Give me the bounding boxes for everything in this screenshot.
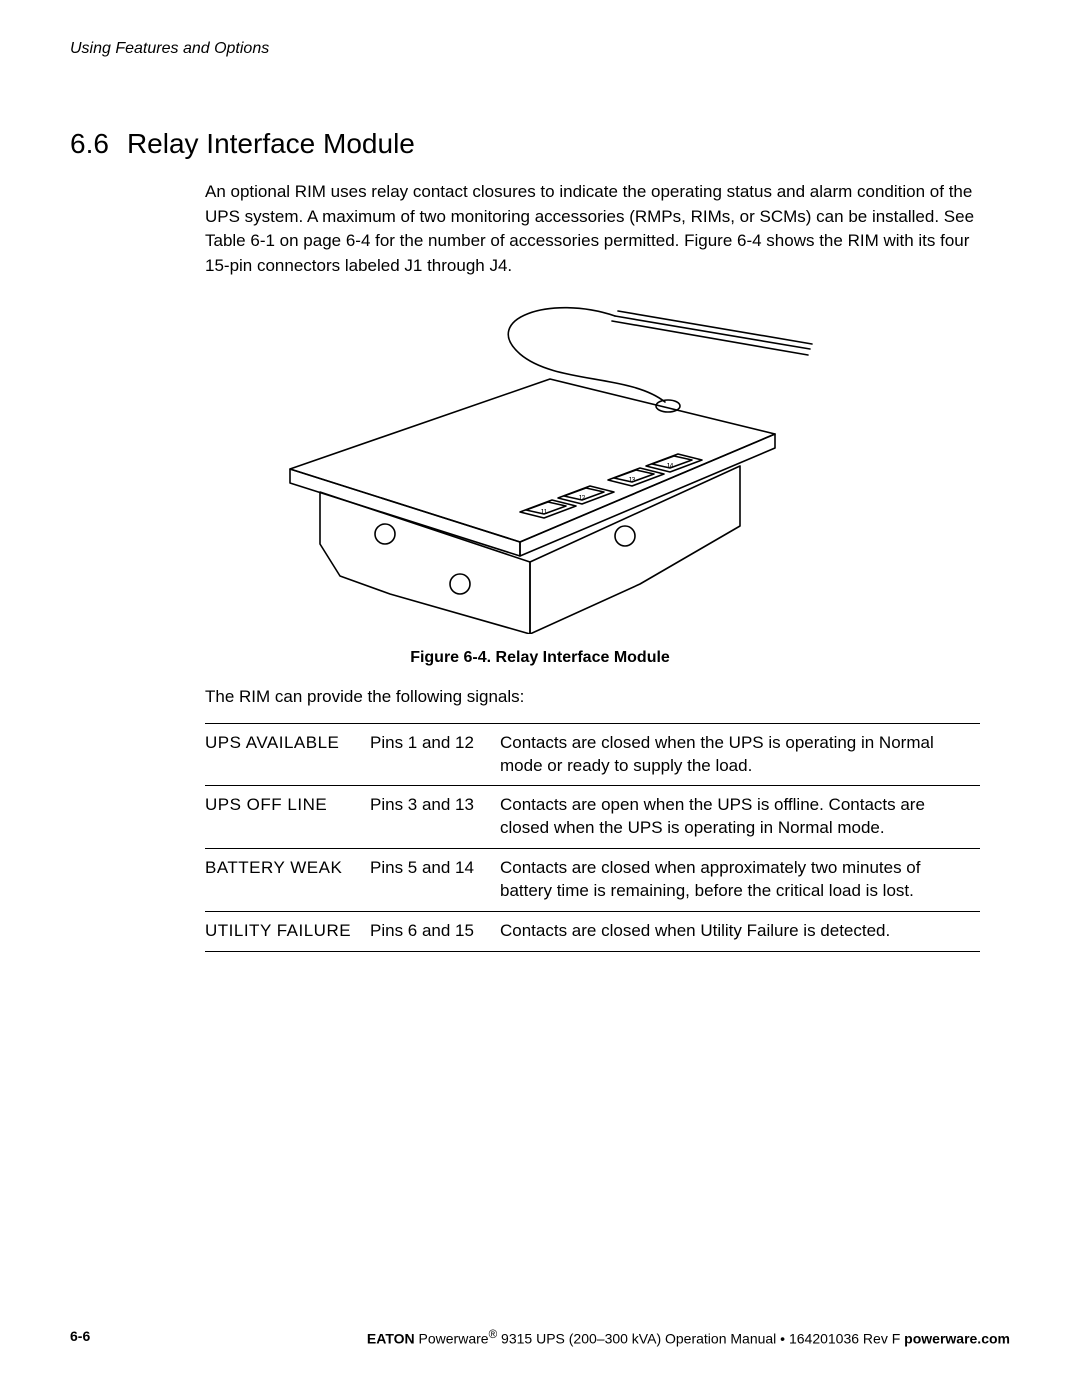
signal-pins: Pins 3 and 13 [370, 786, 500, 849]
connector-label-j3: J3 [628, 477, 636, 484]
footer-product: Powerware [415, 1331, 489, 1347]
page-footer: 6-6 EATON Powerware® 9315 UPS (200–300 k… [70, 1328, 1010, 1347]
footer-brand: EATON [367, 1331, 415, 1347]
section-paragraph: An optional RIM uses relay contact closu… [205, 180, 980, 279]
table-row: UPS AVAILABLE Pins 1 and 12 Contacts are… [205, 723, 980, 786]
section-heading: 6.6 Relay Interface Module [70, 128, 1010, 160]
signal-desc: Contacts are closed when approximately t… [500, 849, 980, 912]
signal-name: UPS OFF LINE [205, 786, 370, 849]
signal-pins: Pins 1 and 12 [370, 723, 500, 786]
signals-lead-in: The RIM can provide the following signal… [205, 687, 1010, 707]
signal-pins: Pins 5 and 14 [370, 849, 500, 912]
signal-name: UTILITY FAILURE [205, 912, 370, 952]
footer-site: powerware.com [904, 1331, 1010, 1347]
signal-desc: Contacts are closed when the UPS is oper… [500, 723, 980, 786]
table-row: UTILITY FAILURE Pins 6 and 15 Contacts a… [205, 912, 980, 952]
connector-label-j1: J1 [540, 509, 548, 516]
signals-table: UPS AVAILABLE Pins 1 and 12 Contacts are… [205, 723, 980, 953]
signal-name: BATTERY WEAK [205, 849, 370, 912]
page-number: 6-6 [70, 1328, 90, 1347]
connector-label-j2: J2 [578, 495, 586, 502]
signal-name: UPS AVAILABLE [205, 723, 370, 786]
footer-model: 9315 UPS (200–300 kVA) Operation Manual … [497, 1331, 904, 1347]
signal-desc: Contacts are closed when Utility Failure… [500, 912, 980, 952]
connector-label-j4: J4 [666, 463, 674, 470]
section-title: Relay Interface Module [127, 128, 415, 159]
reg-mark: ® [489, 1328, 498, 1341]
table-row: UPS OFF LINE Pins 3 and 13 Contacts are … [205, 786, 980, 849]
relay-module-icon: J1 J2 J3 J4 [220, 294, 860, 634]
section-number: 6.6 [70, 128, 109, 159]
table-row: BATTERY WEAK Pins 5 and 14 Contacts are … [205, 849, 980, 912]
signal-desc: Contacts are open when the UPS is offlin… [500, 786, 980, 849]
figure-diagram: J1 J2 J3 J4 [70, 294, 1010, 639]
figure-caption: Figure 6-4. Relay Interface Module [70, 649, 1010, 667]
footer-meta: EATON Powerware® 9315 UPS (200–300 kVA) … [367, 1328, 1010, 1347]
running-header: Using Features and Options [70, 40, 1010, 58]
signal-pins: Pins 6 and 15 [370, 912, 500, 952]
